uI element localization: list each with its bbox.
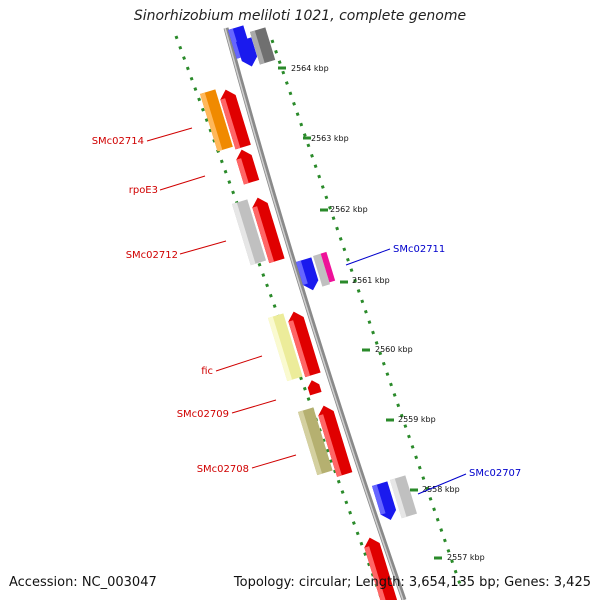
scale: 2564 kbp 2563 kbp 2562 kbp 2561 kbp 2560… — [278, 64, 485, 562]
outer-guide-left — [174, 35, 384, 600]
scale-label: 2557 kbp — [447, 553, 485, 562]
gene-feature — [288, 311, 321, 378]
gene-label-smc02707: SMc02707 — [469, 468, 521, 479]
gene-feature-smc02711 — [296, 257, 319, 291]
gene-label-smc02712: SMc02712 — [126, 250, 178, 261]
gene-label-fic: fic — [201, 366, 213, 377]
gene-feature-smc02707 — [372, 481, 397, 521]
gene-feature — [318, 405, 353, 477]
callout-lines — [146, 127, 467, 495]
accession-text: Accession: NC_003047 — [9, 575, 157, 590]
gene-feature — [313, 251, 336, 287]
gene-feature — [236, 37, 258, 67]
scale-label: 2563 kbp — [311, 134, 349, 143]
gene-feature-smc02714 — [200, 89, 233, 152]
gene-labels: SMc02714 rpoE3 SMc02712 SMc02711 fic SMc… — [92, 136, 522, 479]
gene-feature-smc02712 — [232, 199, 267, 266]
gene-label-rpoe3: rpoE3 — [129, 185, 158, 196]
gene-feature — [364, 537, 398, 600]
genome-summary-text: Topology: circular; Length: 3,654,135 bp… — [233, 575, 591, 590]
gene-label-smc02714: SMc02714 — [92, 136, 144, 147]
guide-lines — [174, 35, 464, 600]
gene-label-smc02708: SMc02708 — [197, 464, 249, 475]
gene-feature — [390, 475, 417, 519]
scale-label: 2561 kbp — [352, 276, 390, 285]
genome-backbone — [223, 27, 407, 600]
gene-feature — [249, 27, 276, 65]
inner-guide-right — [270, 39, 464, 591]
genome-backbone-highlight — [224, 27, 404, 600]
scale-label: 2560 kbp — [375, 345, 413, 354]
scale-label: 2564 kbp — [291, 64, 329, 73]
scale-label: 2559 kbp — [398, 415, 436, 424]
genome-title: Sinorhizobium meliloti 1021, complete ge… — [133, 8, 467, 24]
scale-label: 2562 kbp — [330, 205, 368, 214]
gene-label-smc02711: SMc02711 — [393, 244, 445, 255]
gene-feature — [252, 197, 285, 264]
gene-feature-fic — [268, 313, 303, 382]
gene-feature-smc02709 — [307, 380, 322, 396]
gene-feature — [220, 89, 251, 150]
gene-label-smc02709: SMc02709 — [177, 409, 229, 420]
scale-label: 2558 kbp — [422, 485, 460, 494]
gene-feature-rpoe3 — [236, 149, 260, 185]
gene-feature-smc02708 — [298, 407, 333, 476]
features — [200, 25, 417, 600]
